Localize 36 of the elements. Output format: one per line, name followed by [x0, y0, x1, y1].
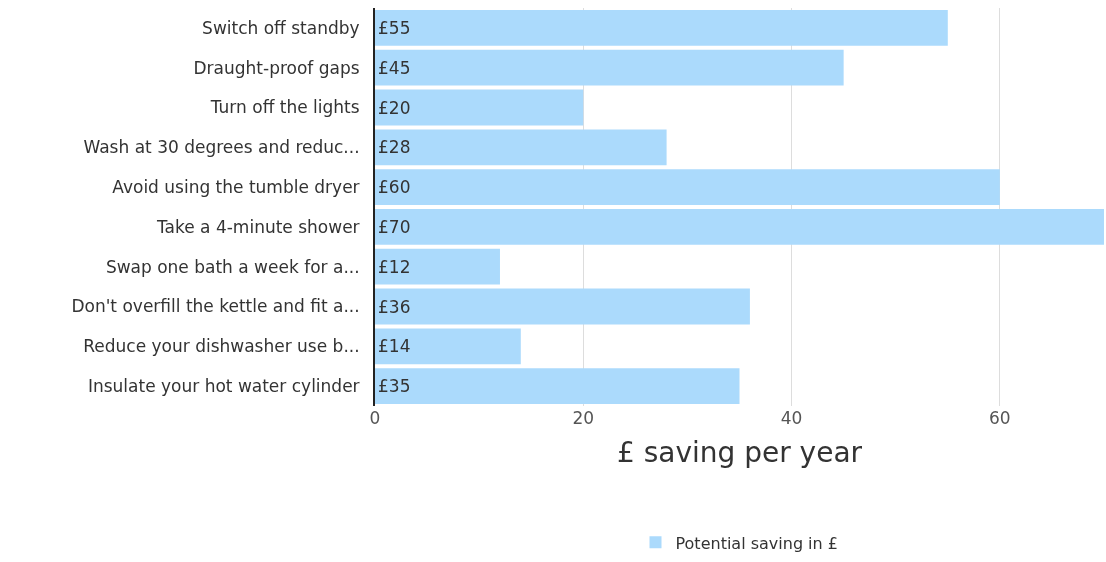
y-tick-label: Avoid using the tumble dryer: [112, 177, 360, 198]
x-tick-label: 20: [572, 408, 595, 428]
data-label: £70: [378, 216, 411, 237]
data-label: £35: [378, 376, 411, 397]
data-label: £45: [378, 57, 411, 78]
x-tick-label: 0: [369, 408, 381, 428]
bar: [375, 248, 500, 285]
y-tick-label: Take a 4-minute shower: [155, 216, 360, 237]
bar: [375, 368, 740, 405]
data-label: £60: [378, 177, 411, 198]
bar: [375, 169, 1000, 206]
y-tick-label: Wash at 30 degrees and reduc...: [83, 137, 360, 158]
y-tick-label: Insulate your hot water cylinder: [87, 376, 360, 397]
bar: [375, 288, 750, 325]
data-label: £36: [378, 296, 411, 317]
data-label: £12: [378, 256, 411, 277]
bar: [375, 9, 948, 46]
bar: [375, 49, 844, 86]
x-tick-label: 40: [780, 408, 803, 428]
bar: [375, 129, 667, 166]
y-tick-label: Reduce your dishwasher use b...: [83, 336, 360, 357]
bar: [375, 328, 521, 365]
x-tick-label: 60: [989, 408, 1011, 428]
data-label: £55: [378, 17, 411, 38]
legend-label: Potential saving in £: [675, 533, 838, 553]
y-tick-label: Turn off the lights: [209, 97, 360, 118]
bar: [375, 208, 1104, 245]
data-label: £28: [378, 137, 411, 158]
y-tick-label: Draught-proof gaps: [193, 57, 360, 78]
bar: [375, 89, 584, 126]
y-tick-label: Don't overfill the kettle and fit a...: [71, 296, 360, 317]
y-tick-label: Switch off standby: [202, 17, 360, 38]
y-tick-label: Swap one bath a week for a...: [105, 256, 360, 277]
data-label: £20: [378, 97, 411, 118]
x-axis-title: £ saving per year: [616, 436, 863, 470]
data-label: £14: [378, 336, 411, 357]
